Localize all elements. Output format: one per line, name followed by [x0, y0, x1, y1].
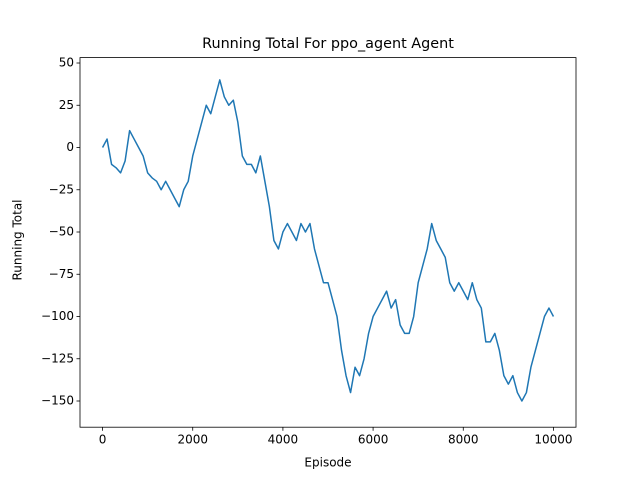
x-tick-label: 0 [99, 433, 107, 447]
x-tick-label: 8000 [448, 433, 479, 447]
x-tick-label: 2000 [177, 433, 208, 447]
plot-frame [79, 57, 577, 428]
y-tick-label: −50 [49, 225, 74, 239]
y-tick-label: −75 [49, 267, 74, 281]
y-tick-label: 25 [59, 98, 74, 112]
x-tick-label: 6000 [358, 433, 389, 447]
y-axis-label: Running Total [11, 199, 25, 280]
x-tick-label: 10000 [534, 433, 572, 447]
y-tick-label: 50 [59, 56, 74, 70]
y-tick-label: −125 [41, 351, 74, 365]
chart-title: Running Total For ppo_agent Agent [202, 36, 454, 52]
y-tick-label: −100 [41, 309, 74, 323]
x-tick-label: 4000 [268, 433, 299, 447]
line [101, 79, 555, 402]
y-tick-label: −150 [41, 394, 74, 408]
y-tick-label: −25 [49, 182, 74, 196]
y-tick-label: 0 [66, 140, 74, 154]
x-axis-label: Episode [304, 456, 351, 470]
